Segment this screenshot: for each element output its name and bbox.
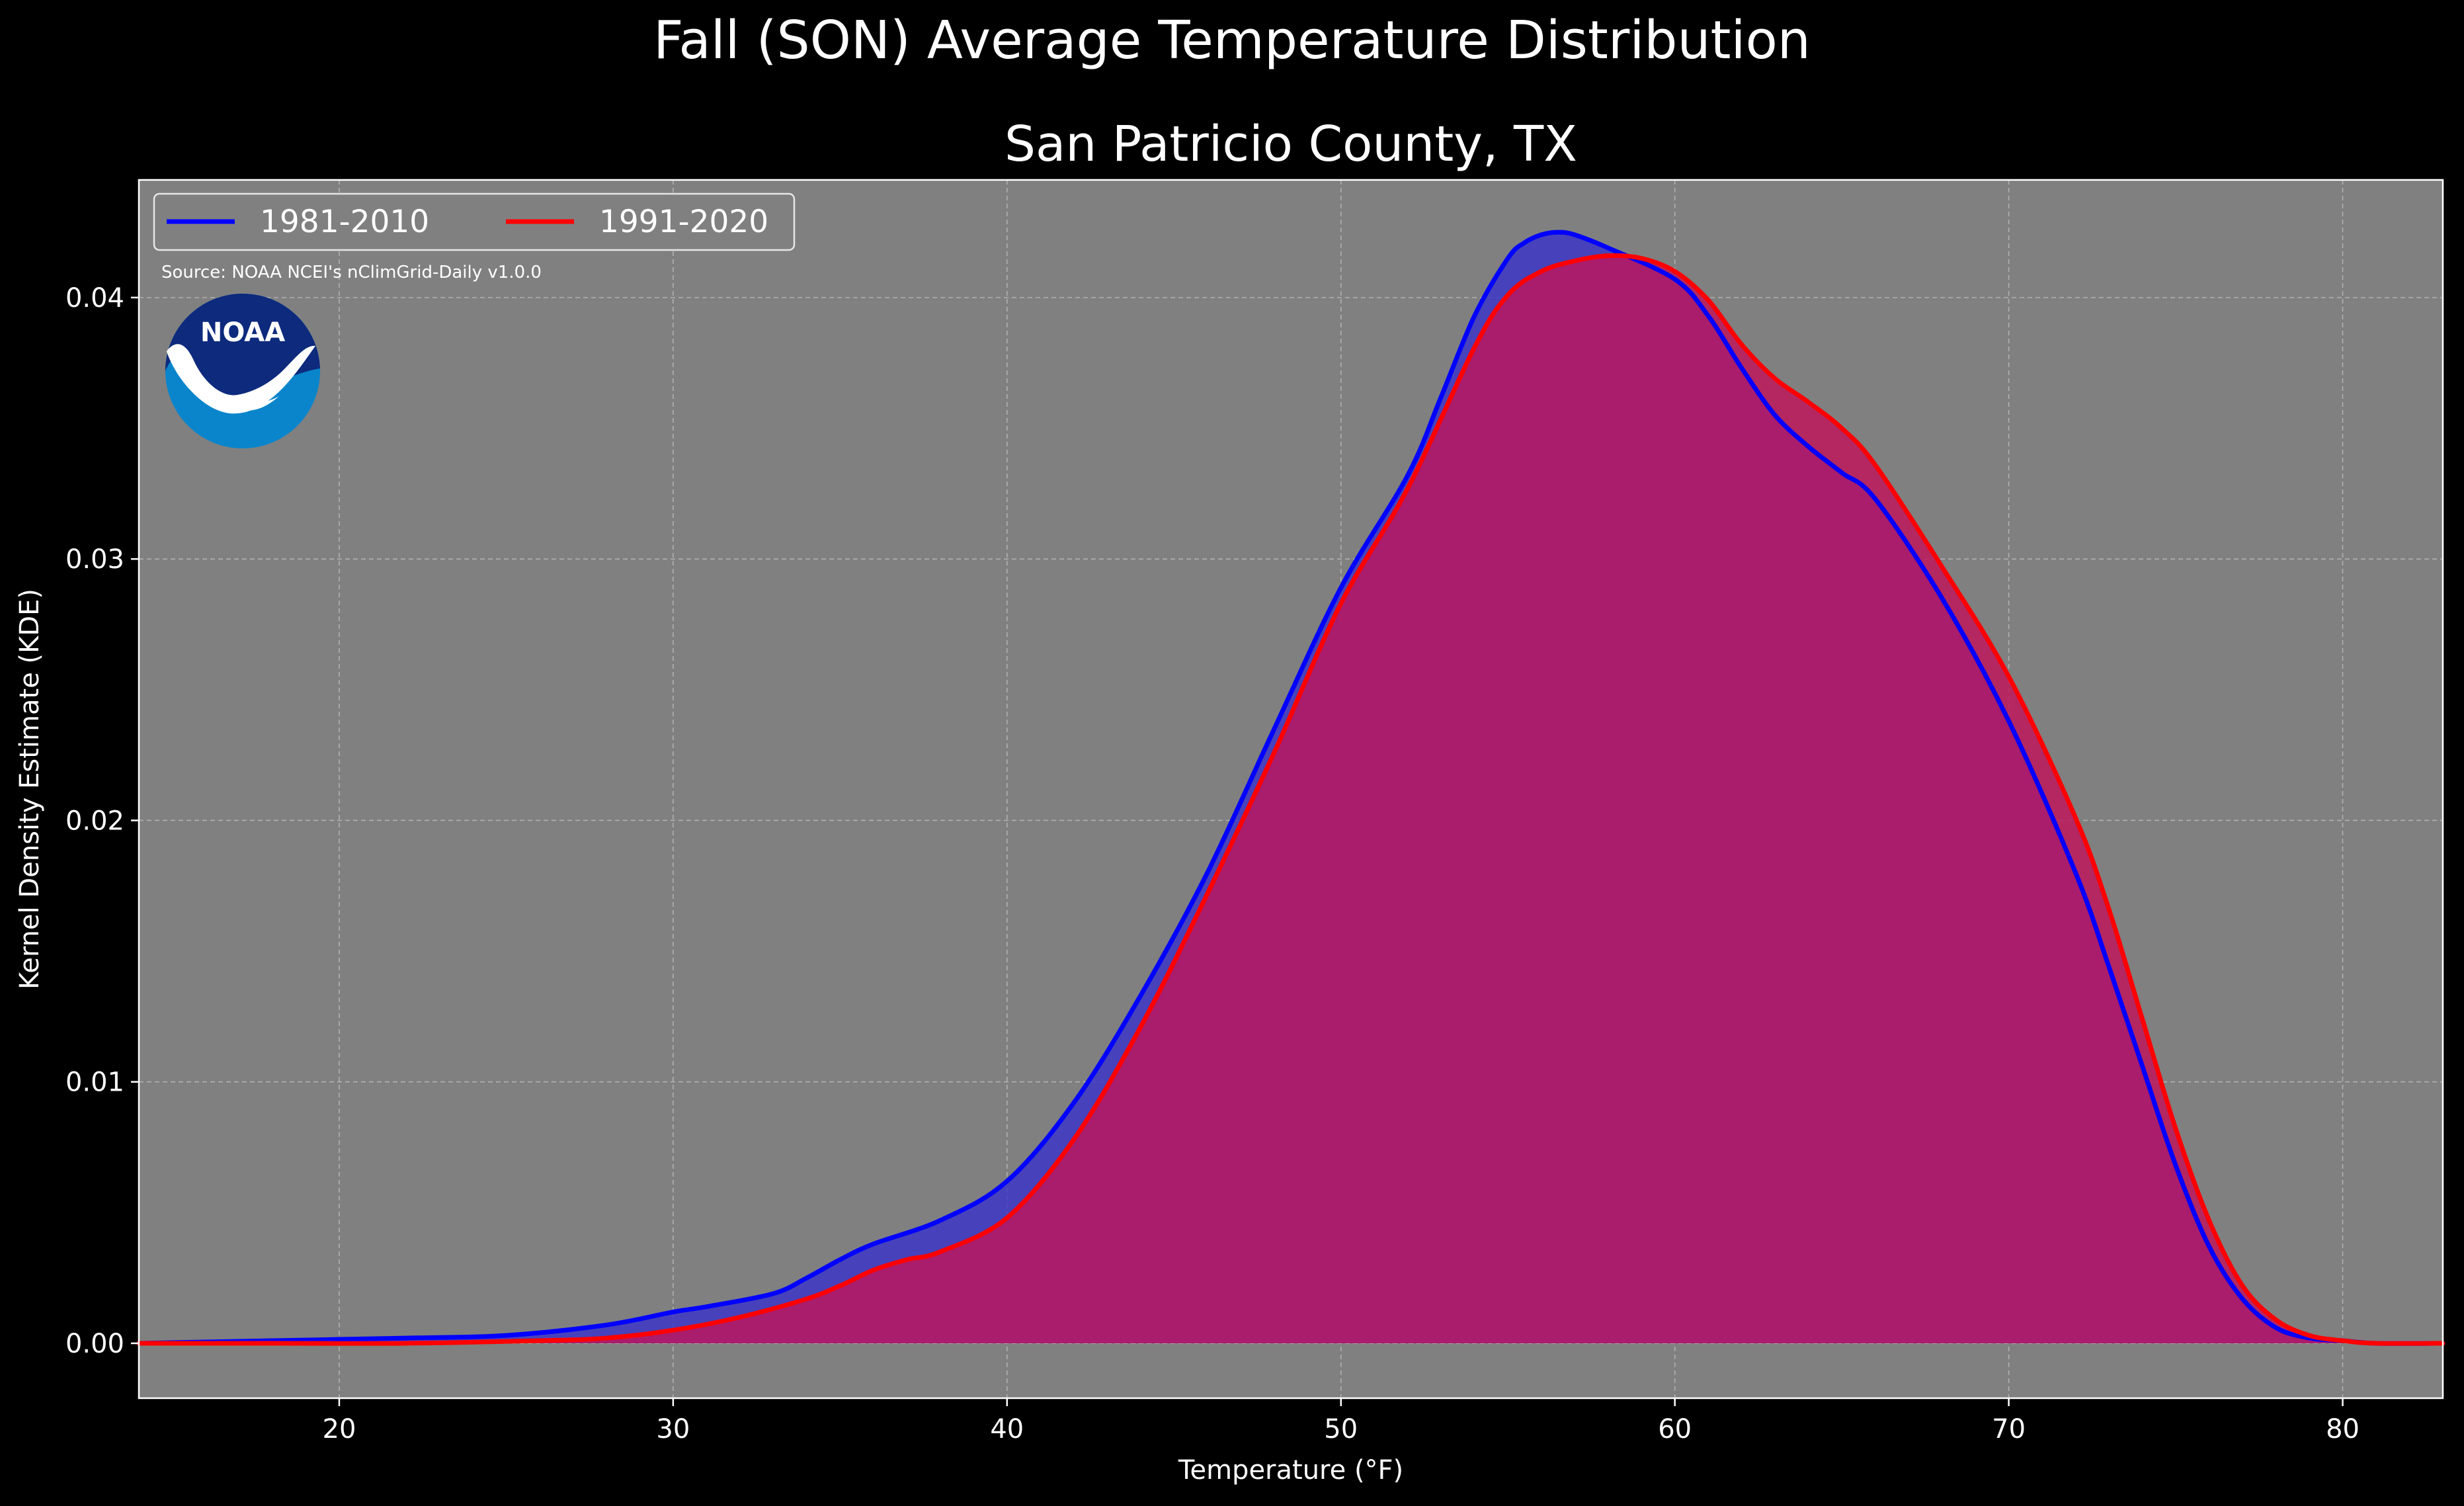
noaa-logo: NOAA (165, 294, 320, 448)
x-tick-label-40: 40 (990, 1414, 1024, 1444)
legend: 1981-2010 1991-2020 (153, 192, 796, 251)
legend-label-1991-2020: 1991-2020 (599, 204, 768, 240)
y-tick-label-3: 0.03 (65, 544, 124, 575)
noaa-logo-bird (167, 344, 315, 414)
x-tick-label-80: 80 (2326, 1414, 2360, 1444)
x-tick-label-30: 30 (656, 1414, 690, 1444)
y-tick-label-0: 0.00 (65, 1329, 124, 1359)
y-axis-label: Kernel Density Estimate (KDE) (15, 589, 45, 989)
y-tick-label-1: 0.01 (65, 1067, 124, 1098)
area-1991-2020 (139, 255, 2443, 1344)
y-tick-label-4: 0.04 (65, 283, 124, 314)
line-1991-2020 (136, 253, 2445, 1346)
x-tick-label-60: 60 (1658, 1414, 1692, 1444)
noaa-logo-bird-tail (220, 396, 279, 411)
chart-title: San Patricio County, TX (1005, 116, 1577, 173)
x-axis-ticks: 20 30 40 50 60 70 80 (323, 1398, 2360, 1444)
legend-box (153, 192, 796, 251)
x-tick-label-50: 50 (1324, 1414, 1358, 1444)
source-note: Source: NOAA NCEI's nClimGrid-Daily v1.0… (161, 263, 542, 282)
x-tick-label-20: 20 (323, 1414, 356, 1444)
series-lines (136, 230, 2445, 1346)
x-axis-label: Temperature (°F) (1178, 1455, 1403, 1485)
legend-label-1981-2010: 1981-2010 (260, 204, 429, 240)
area-fills (139, 232, 2443, 1344)
line-1981-2010 (136, 230, 2445, 1346)
x-tick-label-70: 70 (1992, 1414, 2026, 1444)
plot-frame (138, 179, 2444, 1400)
noaa-logo-text: NOAA (200, 317, 285, 348)
figure-title: Fall (SON) Average Temperature Distribut… (653, 10, 1811, 71)
y-tick-label-2: 0.02 (65, 806, 124, 836)
y-axis-ticks: 0.00 0.01 0.02 0.03 0.04 (65, 283, 139, 1359)
